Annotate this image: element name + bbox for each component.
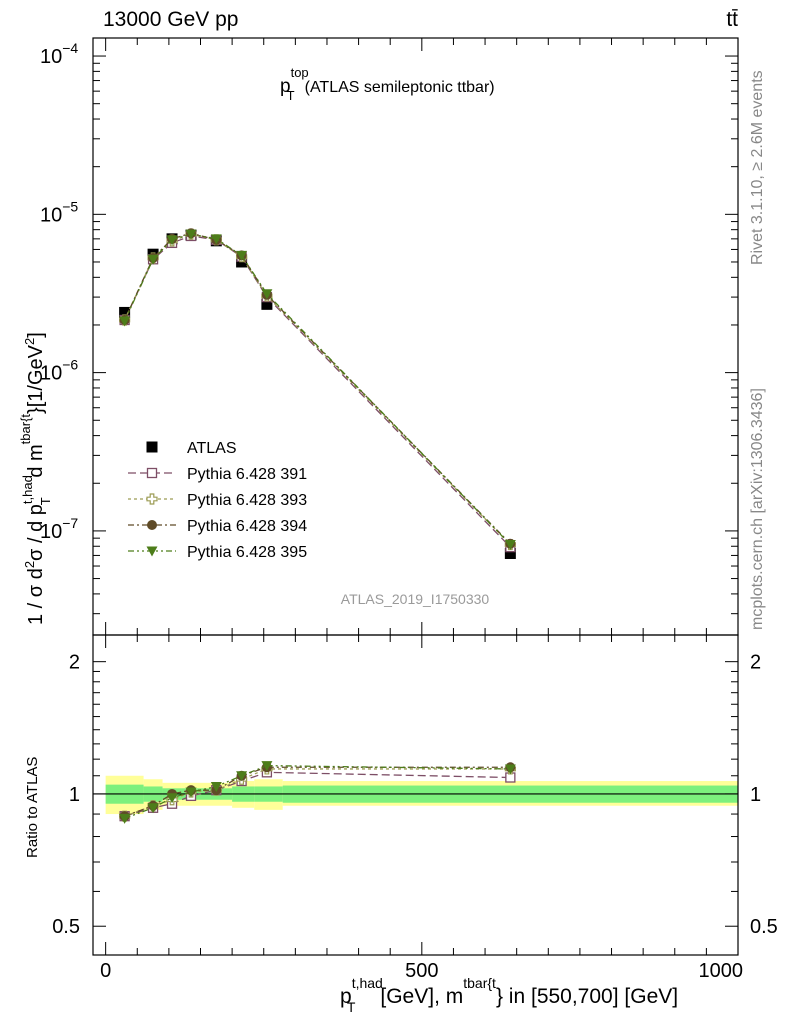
legend-marker bbox=[147, 520, 157, 530]
ratio-point bbox=[166, 793, 178, 804]
data-point bbox=[210, 234, 222, 245]
ratio-plot-frame bbox=[92, 634, 739, 956]
main-y-tick-label: 10−7 bbox=[40, 515, 78, 543]
legend-label: ATLAS bbox=[187, 440, 237, 457]
data-point bbox=[119, 306, 131, 318]
ratio-point bbox=[185, 787, 197, 798]
ratio-y-tick-label-right: 0.5 bbox=[750, 916, 778, 938]
main-y-tick-label: 10−6 bbox=[40, 357, 78, 385]
legend-label: Pythia 6.428 395 bbox=[187, 544, 307, 561]
legend-label: Pythia 6.428 394 bbox=[187, 518, 307, 535]
header-energy: 13000 GeV pp bbox=[103, 8, 238, 31]
ratio-y-tick-label: 1 bbox=[69, 784, 80, 806]
legend-marker bbox=[146, 467, 158, 479]
series-line-3 bbox=[124, 232, 511, 545]
ratio-plot-panel: 0.5 0.5 1 1 2 2 0 500 1000 Ratio to ATLAS pt,had… bbox=[24, 634, 778, 1015]
legend-label: Pythia 6.428 393 bbox=[187, 492, 307, 509]
legend-marker bbox=[146, 546, 158, 557]
ratio-point bbox=[504, 764, 516, 775]
series-line-1 bbox=[124, 235, 511, 548]
ratio-y-tick-label: 0.5 bbox=[52, 916, 80, 938]
x-tick-label: 500 bbox=[405, 960, 438, 982]
watermark-analysis: ATLAS_2019_I1750330 bbox=[341, 591, 490, 607]
main-plot-panel: 10−7 10−6 10−5 10−4 ptop T (ATLAS semileptoni… bbox=[18, 37, 739, 636]
legend-marker bbox=[146, 441, 158, 453]
x-tick-label: 0 bbox=[100, 960, 111, 982]
data-point bbox=[147, 254, 159, 265]
ratio-y-tick-label-right: 1 bbox=[750, 784, 761, 806]
side-label-mcplots: mcplots.cern.ch [arXiv:1306.3436] bbox=[749, 388, 766, 630]
data-point bbox=[236, 250, 248, 261]
header-process: tt̄ bbox=[726, 8, 738, 31]
series-line-2 bbox=[124, 233, 511, 546]
data-point bbox=[261, 289, 273, 300]
main-axis-ticks: 10−7 10−6 10−5 10−4 bbox=[40, 38, 739, 635]
ratio-y-tick-label: 2 bbox=[69, 652, 80, 674]
data-point bbox=[166, 235, 178, 246]
ratio-point bbox=[261, 761, 273, 772]
data-point bbox=[504, 540, 516, 551]
x-axis-label: pt,had T [GeV], mtbar{t} in [550,700] [GeV… bbox=[340, 975, 678, 1015]
ratio-point bbox=[210, 781, 222, 792]
ratio-point bbox=[119, 813, 131, 824]
x-tick-label: 1000 bbox=[699, 960, 744, 982]
ratio-axis-ticks: 0.5 0.5 1 1 2 2 0 500 1000 bbox=[52, 635, 778, 982]
main-title: ptop T (ATLAS semileptonic ttbar) bbox=[280, 65, 495, 103]
main-y-tick-label: 10−4 bbox=[40, 40, 78, 68]
ratio-series-group bbox=[119, 761, 516, 824]
main-y-tick-label: 10−5 bbox=[40, 198, 78, 226]
ratio-y-tick-label-right: 2 bbox=[750, 652, 761, 674]
legend-label: Pythia 6.428 391 bbox=[187, 466, 307, 483]
side-label-rivet: Rivet 3.1.10, ≥ 2.6M events bbox=[749, 70, 766, 265]
data-point bbox=[185, 229, 197, 240]
series-line-4 bbox=[124, 233, 511, 546]
data-point bbox=[119, 316, 131, 327]
ratio-point bbox=[236, 771, 248, 782]
ratio-line-3 bbox=[124, 766, 511, 817]
legend: ATLAS Pythia 6.428 391 Pythia 6.428 393 Pyt… bbox=[128, 440, 307, 561]
ratio-point bbox=[147, 803, 159, 814]
data-point bbox=[261, 298, 273, 310]
main-y-axis-label: 1 / σ d2σ / d pt,had T d mtbar{t}[1/GeV2] bbox=[18, 332, 53, 625]
legend-marker bbox=[146, 493, 158, 505]
ratio-y-axis-label: Ratio to ATLAS bbox=[24, 757, 41, 858]
data-point bbox=[504, 547, 516, 559]
main-series-group bbox=[119, 228, 516, 559]
